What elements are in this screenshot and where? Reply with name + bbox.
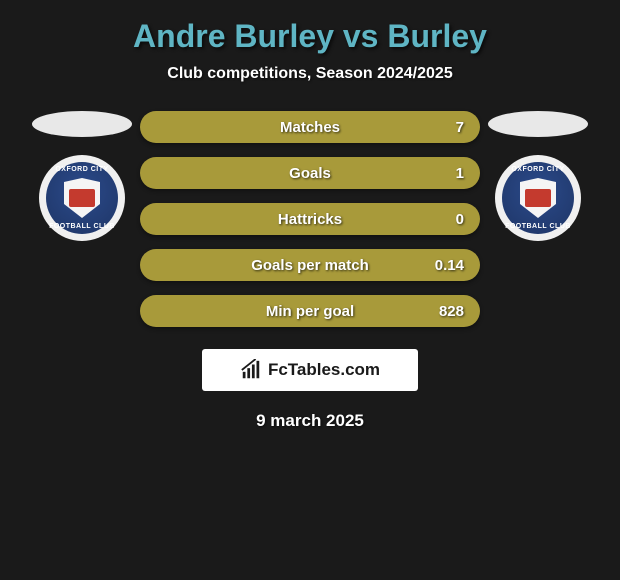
left-club-badge: OXFORD CITY FOOTBALL CLUB (39, 155, 125, 241)
left-ellipse (32, 111, 132, 137)
left-badge-bottom-text: FOOTBALL CLUB (49, 223, 115, 230)
bar-label: Goals per match (251, 257, 369, 274)
bar-value: 1 (456, 165, 464, 182)
right-badge-inner: OXFORD CITY FOOTBALL CLUB (502, 162, 574, 234)
bar-min-per-goal: Min per goal 828 (140, 295, 480, 327)
left-badge-shield (64, 178, 100, 218)
right-club-badge: OXFORD CITY FOOTBALL CLUB (495, 155, 581, 241)
right-side: OXFORD CITY FOOTBALL CLUB (488, 111, 588, 241)
bar-hattricks: Hattricks 0 (140, 203, 480, 235)
right-badge-shield-inner (525, 189, 551, 207)
bar-label: Min per goal (266, 303, 354, 320)
bar-goals-per-match: Goals per match 0.14 (140, 249, 480, 281)
chart-icon (240, 359, 262, 381)
infographic-container: Andre Burley vs Burley Club competitions… (0, 0, 620, 441)
left-badge-inner: OXFORD CITY FOOTBALL CLUB (46, 162, 118, 234)
right-ellipse (488, 111, 588, 137)
right-badge-top-text: OXFORD CITY (511, 166, 564, 173)
brand-badge: FcTables.com (202, 349, 418, 391)
bar-value: 828 (439, 303, 464, 320)
right-badge-bottom-text: FOOTBALL CLUB (505, 223, 571, 230)
bar-label: Matches (280, 119, 340, 136)
bar-label: Goals (289, 165, 331, 182)
right-badge-shield (520, 178, 556, 218)
bar-goals: Goals 1 (140, 157, 480, 189)
brand-text: FcTables.com (268, 360, 380, 380)
date-text: 9 march 2025 (0, 411, 620, 431)
left-badge-shield-inner (69, 189, 95, 207)
page-title: Andre Burley vs Burley (0, 18, 620, 55)
main-row: OXFORD CITY FOOTBALL CLUB Matches 7 Goal… (0, 111, 620, 327)
subtitle: Club competitions, Season 2024/2025 (0, 65, 620, 83)
stat-bars: Matches 7 Goals 1 Hattricks 0 Goals per … (140, 111, 480, 327)
bar-label: Hattricks (278, 211, 342, 228)
bar-value: 7 (456, 119, 464, 136)
bar-value: 0.14 (435, 257, 464, 274)
bar-value: 0 (456, 211, 464, 228)
bar-matches: Matches 7 (140, 111, 480, 143)
left-badge-top-text: OXFORD CITY (55, 166, 108, 173)
left-side: OXFORD CITY FOOTBALL CLUB (32, 111, 132, 241)
